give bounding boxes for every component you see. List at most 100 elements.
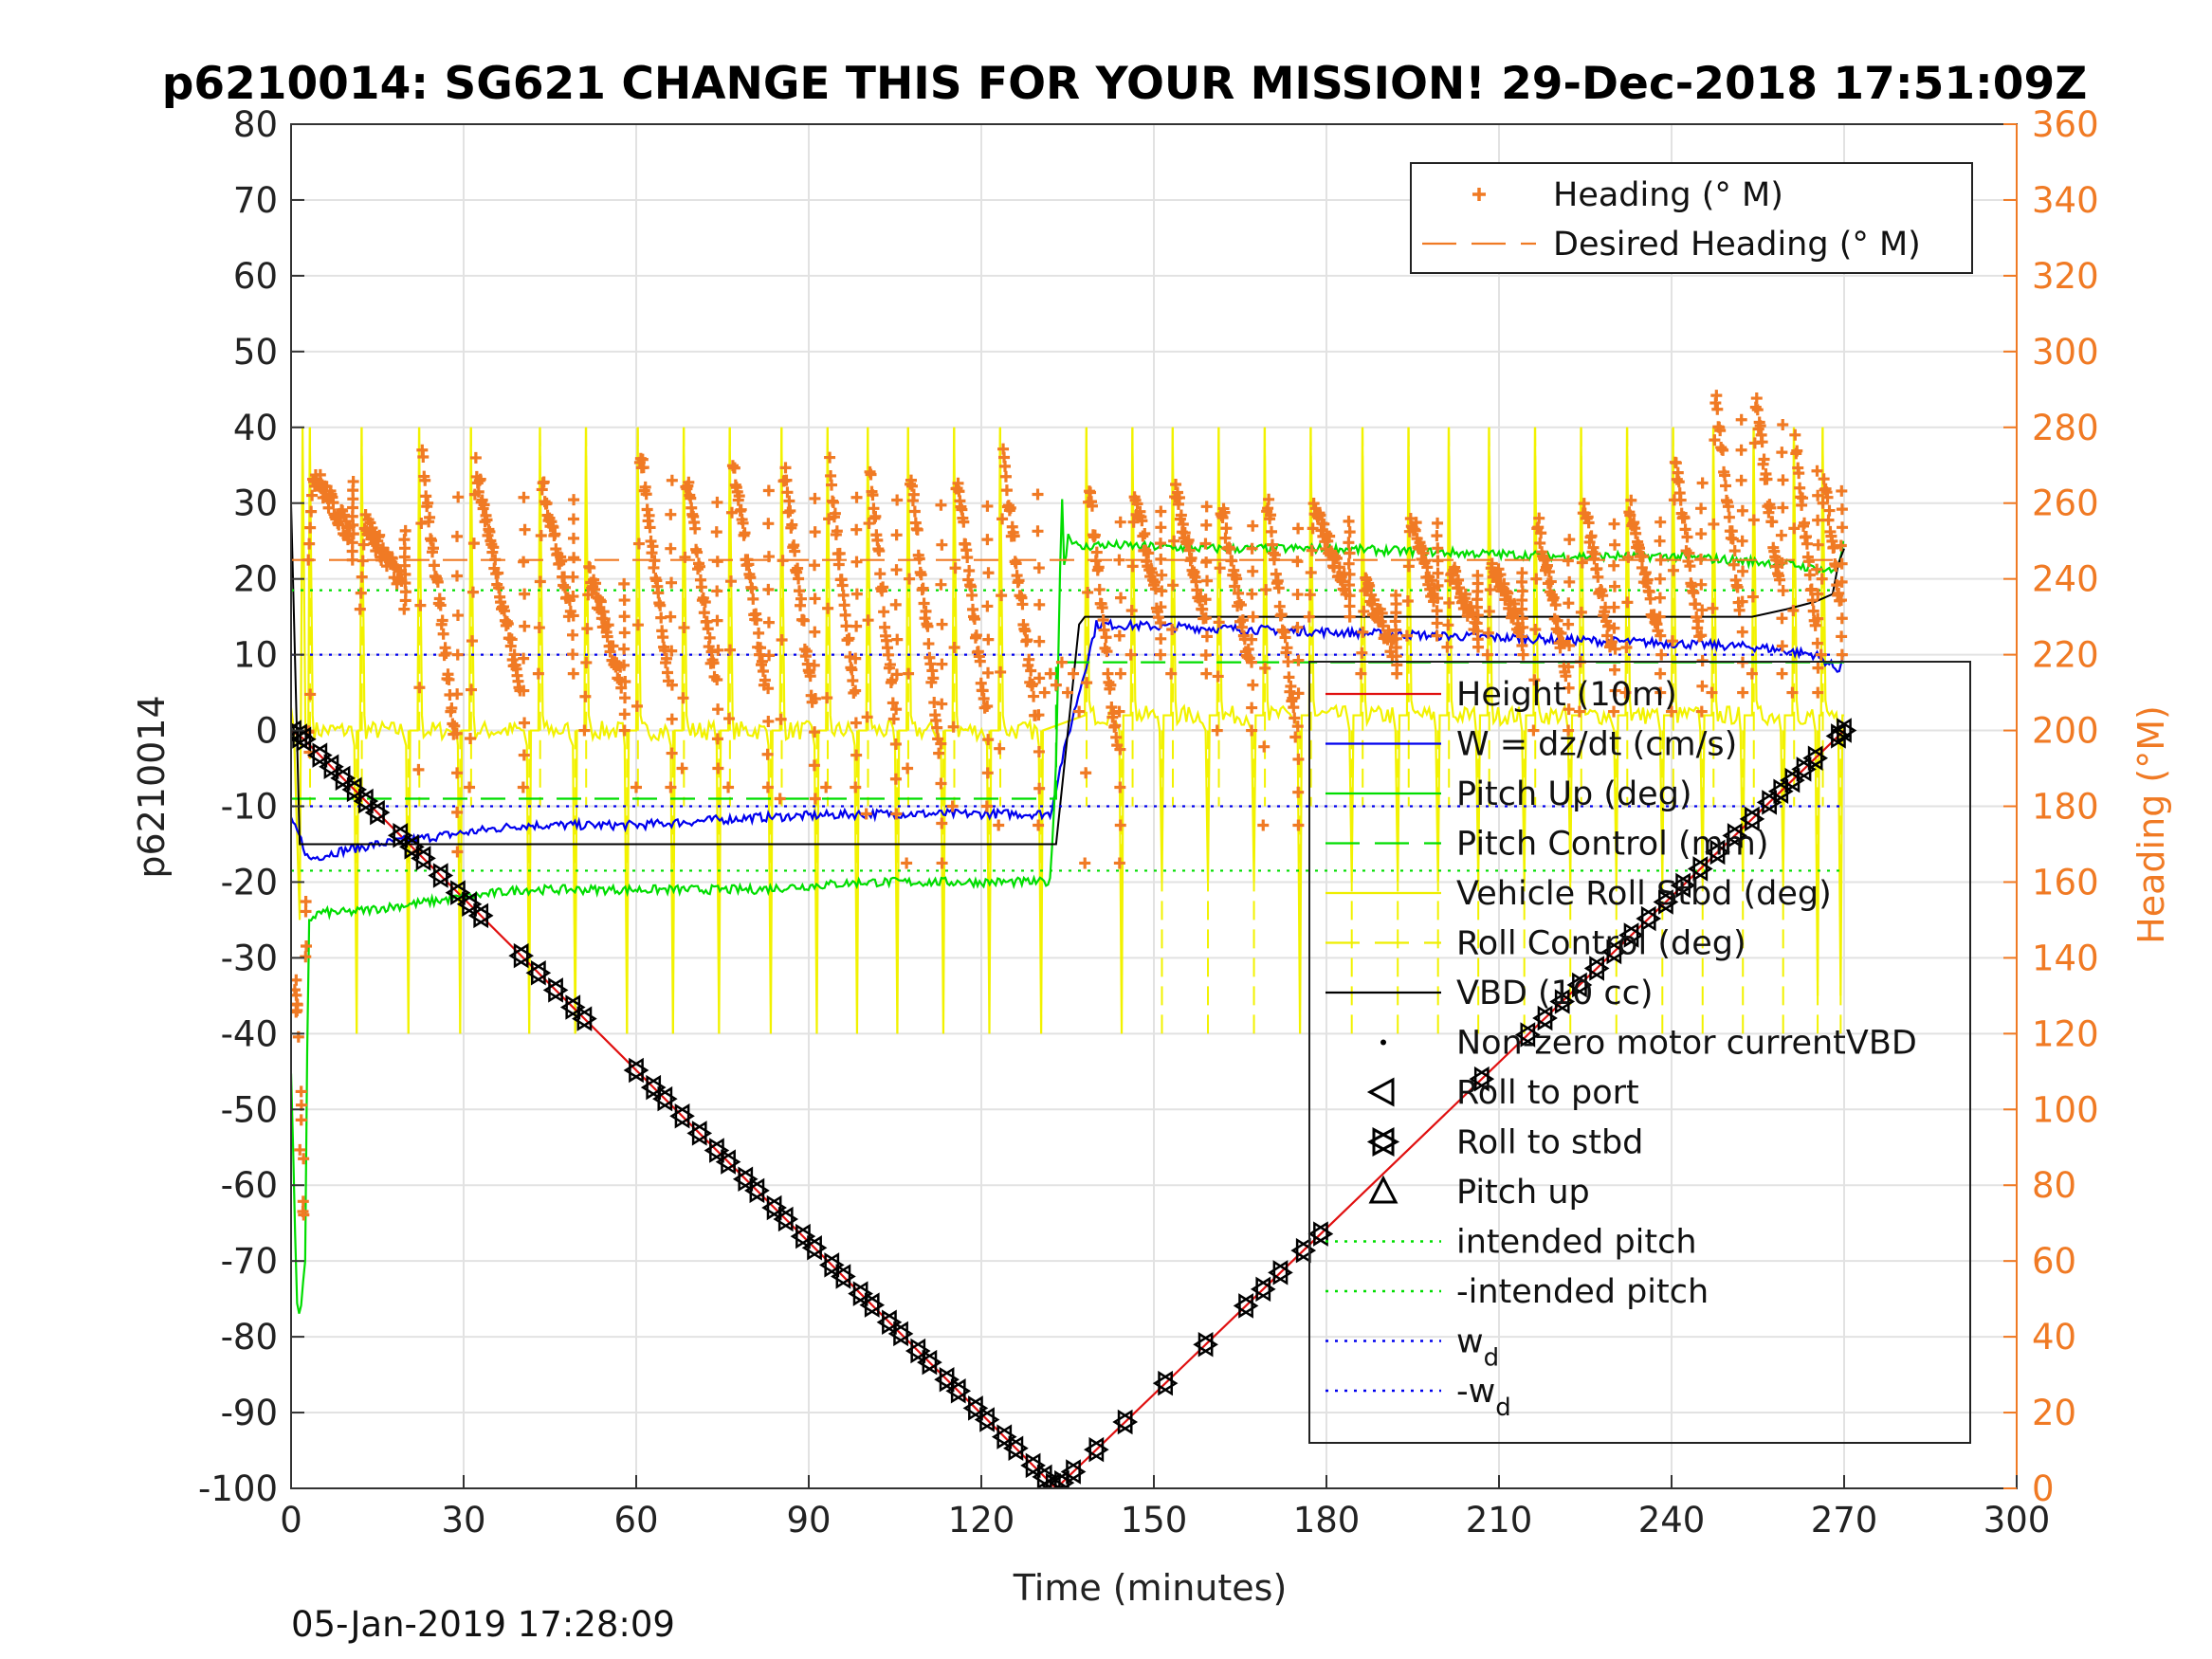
heading-point: [1344, 579, 1356, 592]
heading-point: [1183, 544, 1196, 556]
heading-point: [995, 665, 1007, 678]
heading-point: [1200, 556, 1213, 569]
heading-point: [1199, 593, 1212, 606]
heading-point: [711, 585, 723, 597]
heading-point: [1547, 592, 1560, 604]
heading-point: [878, 606, 890, 618]
heading-point: [1557, 637, 1569, 649]
heading-point: [1175, 509, 1187, 521]
heading-point: [1185, 552, 1197, 564]
x-tick-label: 150: [1121, 1500, 1188, 1540]
heading-point: [1200, 501, 1213, 513]
heading-point: [1789, 428, 1801, 441]
heading-point: [809, 559, 821, 572]
heading-point: [850, 652, 862, 665]
heading-point: [936, 658, 948, 670]
heading-point: [746, 582, 759, 594]
heading-point: [1639, 567, 1652, 579]
heading-point: [1155, 553, 1167, 565]
heading-point: [567, 610, 579, 622]
heading-point: [1678, 512, 1691, 524]
roll-to-stbd-marker: [882, 1309, 903, 1336]
heading-point: [1131, 498, 1143, 510]
heading-point: [1509, 608, 1522, 620]
legend-entry-label: Roll to stbd: [1456, 1124, 1643, 1162]
heading-point: [327, 497, 339, 509]
roll-to-port-marker: [1618, 922, 1639, 948]
heading-point: [1288, 702, 1300, 714]
legend-entry-label: Pitch Up (deg): [1456, 775, 1692, 813]
heading-point: [1541, 559, 1553, 572]
heading-point: [1756, 436, 1768, 448]
heading-point: [632, 538, 645, 550]
heading-point: [1269, 549, 1281, 561]
heading-point: [1803, 569, 1816, 581]
heading-point: [998, 460, 1011, 472]
roll-to-port-marker: [1040, 1472, 1061, 1488]
heading-point: [994, 742, 1006, 755]
heading-point: [1736, 626, 1748, 638]
roll-to-port-marker: [905, 1338, 926, 1364]
heading-point: [711, 614, 723, 627]
heading-point: [436, 614, 448, 627]
roll-to-stbd-marker: [1709, 839, 1730, 866]
legend-main-entry: -wd: [1325, 1373, 1511, 1422]
heading-point: [1608, 559, 1620, 572]
heading-point: [966, 589, 978, 601]
heading-point: [776, 634, 788, 647]
heading-point: [1812, 538, 1824, 551]
heading-point: [354, 603, 366, 615]
heading-point: [907, 488, 920, 501]
heading-point: [1805, 583, 1818, 595]
roll-to-stbd-marker: [1255, 1276, 1276, 1303]
heading-point: [774, 793, 786, 805]
heading-point: [935, 738, 947, 750]
heading-point: [1307, 522, 1319, 535]
heading-point: [1229, 580, 1241, 592]
heading-point: [1114, 516, 1126, 528]
legend-sample: [1366, 1077, 1395, 1107]
heading-point: [1563, 703, 1575, 716]
heading-point: [652, 587, 665, 599]
heading-point: [1246, 588, 1258, 600]
heading-point: [1624, 509, 1636, 521]
heading-point: [1735, 474, 1747, 486]
heading-point: [1234, 599, 1247, 611]
heading-point: [357, 538, 370, 551]
legend-entry-label: Pitch Control (mm): [1456, 826, 1768, 864]
legend-main: Height (10m) W = dz/dt (cm/s) Pitch Up (de…: [1308, 661, 1971, 1444]
heading-point: [1696, 604, 1709, 616]
heading-point: [1821, 491, 1834, 503]
heading-point: [1432, 567, 1444, 579]
heading-point: [678, 622, 690, 634]
heading-point: [469, 451, 482, 464]
heading-point: [413, 682, 426, 694]
heading-point: [567, 667, 579, 680]
heading-point: [826, 479, 838, 491]
roll-to-port-marker: [773, 1206, 794, 1232]
heading-point: [887, 713, 900, 725]
heading-point: [451, 846, 464, 858]
heading-point: [533, 622, 545, 634]
heading-point: [647, 540, 659, 553]
heading-point: [829, 507, 841, 520]
heading-point: [1200, 667, 1213, 680]
heading-point: [1292, 522, 1305, 535]
heading-point: [908, 505, 921, 518]
roll-to-stbd-marker: [1658, 889, 1679, 915]
heading-point: [1062, 686, 1073, 699]
heading-point: [1265, 509, 1277, 521]
heading-point: [1654, 611, 1666, 623]
y2-tick-label: 140: [2032, 938, 2099, 978]
heading-point: [996, 590, 1008, 602]
roll-to-stbd-marker: [968, 1395, 989, 1421]
heading-point: [1655, 648, 1668, 661]
x-axis-label: Time (minutes): [1013, 1567, 1288, 1609]
heading-point: [850, 556, 863, 568]
heading-point: [1113, 705, 1125, 718]
legend-heading-box: [1410, 162, 1973, 274]
heading-point: [535, 529, 547, 541]
heading-point: [1654, 686, 1667, 699]
heading-point: [1263, 493, 1275, 505]
heading-point: [1482, 627, 1494, 639]
